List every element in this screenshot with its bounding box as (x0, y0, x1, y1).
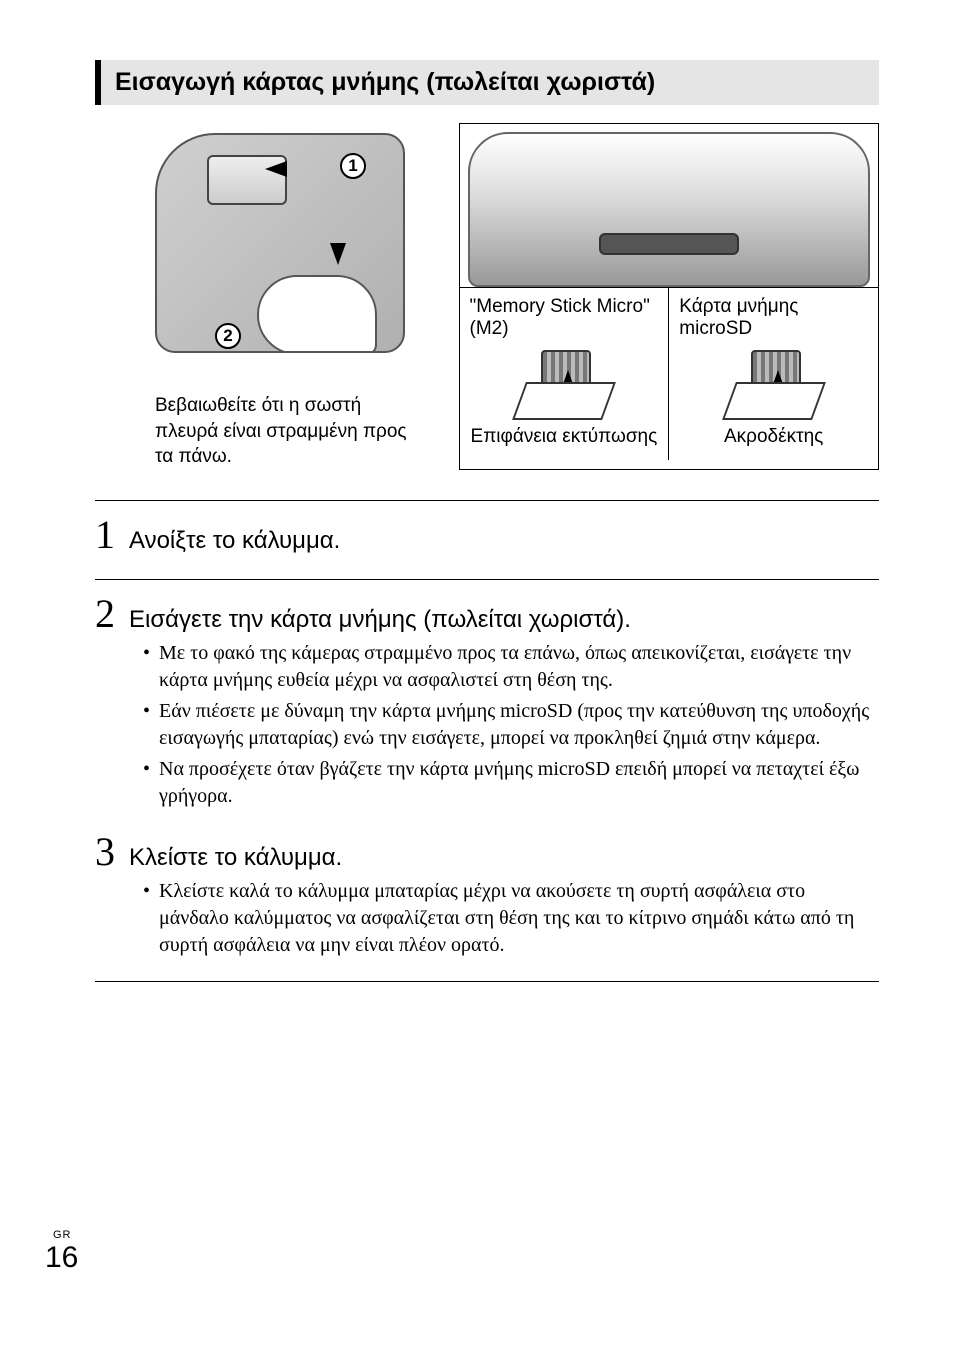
page-footer: GR 16 (45, 1229, 78, 1275)
card-slot-panel: "Memory Stick Micro" (M2) Επιφάνεια εκτύ… (459, 123, 879, 470)
circle-marker-2: 2 (215, 323, 241, 349)
circle-marker-1: 1 (340, 153, 366, 179)
step-1: 1 Ανοίξτε το κάλυμμα. (95, 515, 879, 569)
arrow-down-icon (330, 243, 346, 265)
step-2-head: 2 Εισάγετε την κάρτα μνήμης (πωλείται χω… (95, 594, 879, 634)
arrow-left-icon (265, 161, 287, 177)
step-2-number: 2 (95, 594, 115, 634)
step-1-title: Ανοίξτε το κάλυμμα. (129, 527, 340, 555)
step-1-number: 1 (95, 515, 115, 555)
card-col-m2: "Memory Stick Micro" (M2) Επιφάνεια εκτύ… (460, 287, 669, 460)
microsd-bottom-label: Ακροδέκτης (679, 426, 868, 448)
m2-card-icon (519, 350, 609, 420)
card-name-m2: "Memory Stick Micro" (M2) (470, 296, 659, 340)
divider (95, 500, 879, 501)
cards-row: "Memory Stick Micro" (M2) Επιφάνεια εκτύ… (460, 287, 878, 460)
m2-bottom-label: Επιφάνεια εκτύπωσης (470, 426, 659, 448)
step-3-head: 3 Κλείστε το κάλυμμα. (95, 832, 879, 872)
slot-opening (599, 233, 739, 255)
section-title: Εισαγωγή κάρτας μνήμης (πωλείται χωριστά… (95, 60, 879, 105)
step-2: 2 Εισάγετε την κάρτα μνήμης (πωλείται χω… (95, 594, 879, 822)
microsd-card-body (722, 382, 826, 420)
divider (95, 579, 879, 580)
footer-lang: GR (53, 1229, 78, 1241)
step-2-bullet: Εάν πιέσετε με δύναμη την κάρτα μνήμης m… (143, 698, 879, 752)
diagram-area: 1 2 Βεβαιωθείτε ότι η σωστή πλευρά είναι… (155, 123, 879, 470)
step-3-bullet: Κλείστε καλά το κάλυμμα μπαταρίας μέχρι … (143, 878, 879, 959)
section-title-text: Εισαγωγή κάρτας μνήμης (πωλείται χωριστά… (115, 68, 655, 96)
diagram-left: 1 2 Βεβαιωθείτε ότι η σωστή πλευρά είναι… (155, 123, 439, 470)
step-2-body: Με το φακό της κάμερας στραμμένο προς τα… (143, 640, 879, 810)
card-name-microsd: Κάρτα μνήμης microSD (679, 296, 868, 340)
slot-illustration (468, 132, 870, 287)
step-2-bullet: Να προσέχετε όταν βγάζετε την κάρτα μνήμ… (143, 756, 879, 810)
footer-page-number: 16 (45, 1241, 78, 1275)
step-3-body: Κλείστε καλά το κάλυμμα μπαταρίας μέχρι … (143, 878, 879, 959)
step-3-number: 3 (95, 832, 115, 872)
step-2-bullet: Με το φακό της κάμερας στραμμένο προς τα… (143, 640, 879, 694)
step-2-title: Εισάγετε την κάρτα μνήμης (πωλείται χωρι… (129, 606, 631, 634)
step-3-title: Κλείστε το κάλυμμα. (129, 844, 342, 872)
orientation-caption: Βεβαιωθείτε ότι η σωστή πλευρά είναι στρ… (155, 393, 425, 470)
hand-illustration (257, 275, 377, 353)
microsd-card-icon (729, 350, 819, 420)
step-1-head: 1 Ανοίξτε το κάλυμμα. (95, 515, 879, 555)
card-col-microsd: Κάρτα μνήμης microSD Ακροδέκτης (668, 287, 878, 460)
step-3: 3 Κλείστε το κάλυμμα. Κλείστε καλά το κά… (95, 832, 879, 971)
m2-card-body (512, 382, 616, 420)
divider (95, 981, 879, 982)
